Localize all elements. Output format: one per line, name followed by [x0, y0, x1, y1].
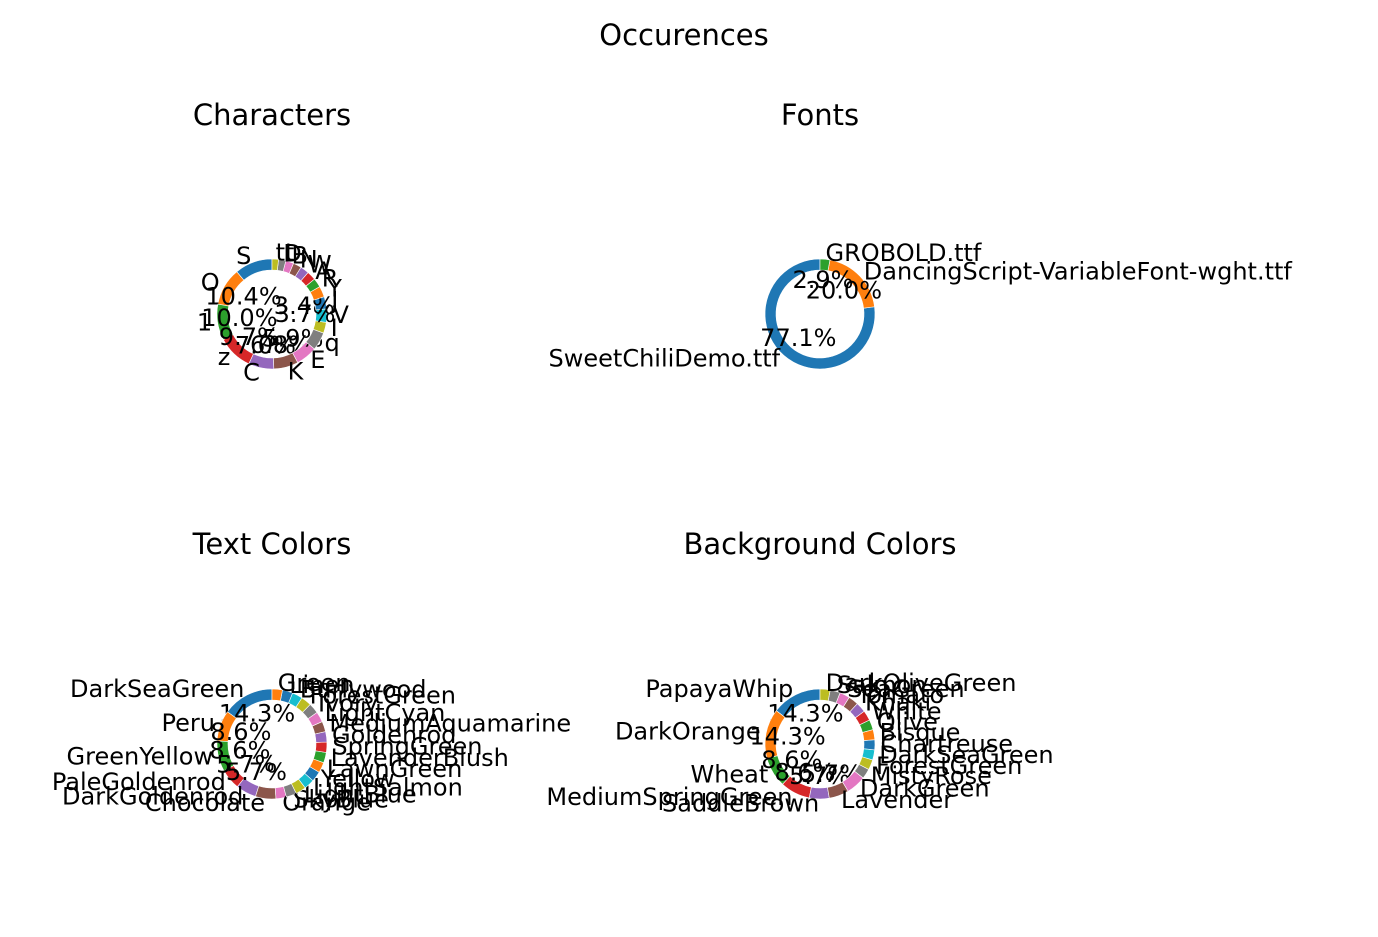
slice-label: SaddleBrown	[662, 790, 819, 818]
slice-percent-label: 14.3%	[749, 723, 825, 751]
slice-label: SkyBlue	[293, 786, 389, 814]
background-colors-donut-chart: Background Colors PapayaWhip 14.3%DarkOra…	[546, 527, 1053, 818]
slice-label: Lavender	[841, 786, 953, 814]
slice-label: MistyRose	[871, 762, 992, 790]
pie-slice	[315, 741, 328, 753]
slice-percent-label: 3.4%	[274, 292, 335, 320]
chart-title: Fonts	[781, 98, 859, 132]
slice-label: LawnGreen	[327, 755, 463, 783]
chart-title: Text Colors	[192, 527, 352, 561]
slice-percent-label: 77.1%	[760, 324, 836, 352]
slice-label: V	[333, 301, 350, 329]
pie-slice	[271, 688, 283, 702]
slice-label: tt	[276, 239, 295, 267]
slice-percent-label: 5.7%	[226, 758, 287, 786]
chart-title: Background Colors	[683, 527, 956, 561]
slice-label: Green	[278, 669, 351, 697]
pie-slice	[271, 258, 279, 271]
slice-label: White	[872, 698, 942, 726]
slice-percent-label: 10.0%	[201, 304, 277, 332]
slice-label: 1	[197, 308, 212, 336]
slice-label: Chartreuse	[881, 730, 1014, 758]
slice-label: Wheat	[690, 760, 768, 788]
slice-label: Y	[326, 274, 342, 302]
slice-label: DarkSeaGreen	[879, 741, 1053, 769]
slice-label: Goldenrod	[332, 721, 456, 749]
slice-label: SeaGreen	[847, 675, 964, 703]
slice-label: LightBlue	[304, 781, 417, 809]
slice-label: DarkGreen	[860, 775, 990, 803]
chart-title: Characters	[193, 98, 351, 132]
slice-label: R	[322, 265, 339, 293]
slice-label: Yellow	[320, 765, 395, 793]
slice-label: DarkGoldenrod	[62, 782, 243, 810]
slice-label: C	[243, 358, 260, 386]
slice-percent-label: 9.7%	[219, 323, 280, 351]
slice-label: DancingScript-VariableFont-wght.ttf	[864, 257, 1293, 285]
slice-label: PaleGoldenrod	[52, 768, 226, 796]
slice-label: LightSalmon	[313, 774, 463, 802]
slice-label: MediumAquamarine	[329, 710, 571, 738]
slice-label: S	[236, 242, 251, 270]
pie-slice	[819, 688, 831, 702]
slice-label: Salmon	[837, 671, 927, 699]
slice-label: Khaki	[865, 689, 931, 717]
pie-slice	[819, 258, 831, 272]
slice-label: W	[308, 250, 332, 278]
slice-label: DarkOliveGreen	[826, 669, 1017, 697]
slice-label: I	[331, 314, 338, 342]
slice-label: DarkOrange	[615, 718, 761, 746]
slice-label: MediumSpringGreen	[546, 783, 792, 811]
slice-percent-label: 8.6%	[775, 758, 836, 786]
pie-slice	[764, 258, 876, 370]
slice-label: GreenYellow	[67, 743, 214, 771]
slice-percent-label: 8.6%	[761, 746, 822, 774]
slice-label: Tomato	[856, 681, 944, 709]
slice-percent-label: 8.6%	[209, 737, 270, 765]
slice-label: A	[315, 257, 332, 285]
slice-label: SpringGreen	[332, 733, 482, 761]
slice-label: K	[288, 358, 305, 386]
slice-label: SweetChiliDemo.ttf	[549, 345, 781, 373]
slice-label: z	[218, 343, 231, 371]
slice-label: Burlywood	[300, 675, 427, 703]
slice-percent-label: 5.7%	[216, 750, 277, 778]
slice-label: O	[201, 269, 220, 297]
slice-label: q	[325, 329, 340, 357]
characters-donut-chart: Characters SO10.4%110.0%z9.7%C7.0%K6.8%E…	[193, 98, 351, 386]
slice-label: Ivory	[318, 690, 378, 718]
slice-label: LightCyan	[325, 699, 446, 727]
slice-label: J	[329, 287, 338, 315]
slice-label: DarkSeaGreen	[70, 675, 244, 703]
text-colors-donut-chart: Text Colors DarkSeaGreen14.3%Peru8.6%Gre…	[52, 527, 571, 817]
slice-percent-label: 20.0%	[806, 276, 882, 304]
slice-label: PapayaWhip	[645, 675, 793, 703]
slice-label: Bisque	[880, 719, 961, 747]
slice-label: GROBOLD.ttf	[826, 239, 982, 267]
slice-label: Linen	[289, 671, 354, 699]
slice-label: N	[300, 245, 318, 273]
slice-label: D	[283, 240, 301, 268]
slice-label: Chocolate	[145, 789, 265, 817]
slice-label: LavenderBlush	[331, 744, 509, 772]
pie-slice	[863, 739, 876, 751]
figure-title: Occurences	[599, 18, 769, 52]
slice-percent-label: 7.0%	[235, 331, 296, 359]
slice-label: ForestGreen	[310, 682, 456, 710]
slice-label: E	[310, 346, 325, 374]
slice-percent-label: 2.9%	[793, 266, 854, 294]
slice-label: Peru	[162, 709, 215, 737]
slice-label: Olive	[877, 708, 938, 736]
slice-label: B	[292, 242, 308, 270]
slice-label: ForestGreen	[876, 752, 1022, 780]
